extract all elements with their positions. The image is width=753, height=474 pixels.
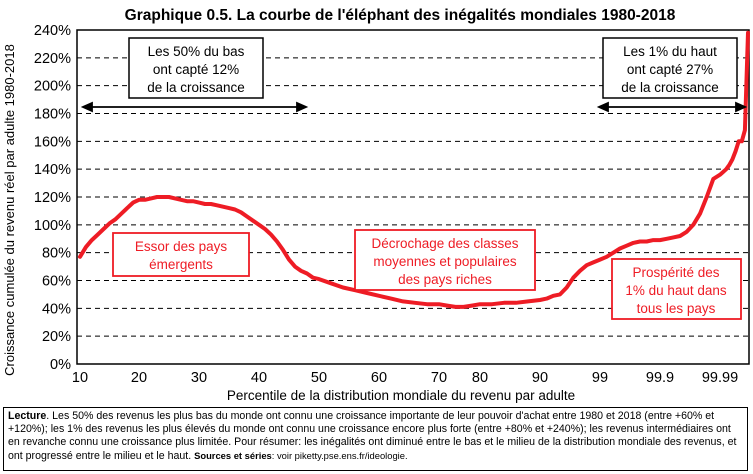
chart-title: Graphique 0.5. La courbe de l'éléphant d… xyxy=(125,7,676,24)
annotation-bottom50: Les 50% du bas ont capté 12% de la crois… xyxy=(128,37,264,99)
y-tick-label: 60% xyxy=(42,274,71,290)
svg-text:tous les pays: tous les pays xyxy=(637,301,716,316)
svg-text:Prospérité des: Prospérité des xyxy=(632,265,719,280)
x-tick-label: 99.9 xyxy=(646,370,674,386)
x-tick-label: 80 xyxy=(472,370,488,386)
svg-text:ont capté 12%: ont capté 12% xyxy=(153,62,239,77)
y-tick-label: 100% xyxy=(34,218,71,234)
y-tick-label: 160% xyxy=(34,134,71,150)
reading-note-lead: Lecture xyxy=(8,410,47,422)
series-line xyxy=(78,30,750,309)
y-tick-label: 180% xyxy=(34,107,71,123)
bottom50-arrow xyxy=(80,101,309,113)
svg-text:Essor des pays: Essor des pays xyxy=(135,239,228,254)
x-tick-label: 30 xyxy=(191,370,207,386)
x-axis-label: Percentile de la distribution mondiale d… xyxy=(227,388,575,403)
svg-text:moyennes et populaires: moyennes et populaires xyxy=(373,254,517,269)
x-tick-label: 90 xyxy=(532,370,548,386)
top1-arrow xyxy=(596,101,748,113)
annotation-middle: Décrochage des classes moyennes et popul… xyxy=(354,229,536,291)
x-tick-label: 10 xyxy=(72,370,88,386)
plot-frame xyxy=(76,29,750,365)
x-tick-label: 60 xyxy=(371,370,387,386)
y-tick-label: 240% xyxy=(34,23,71,39)
y-tick-label: 200% xyxy=(34,79,71,95)
y-tick-label: 140% xyxy=(34,162,71,178)
svg-text:de la croissance: de la croissance xyxy=(621,80,719,95)
y-tick-label: 0% xyxy=(50,357,71,373)
svg-text:de la croissance: de la croissance xyxy=(147,80,245,95)
x-tick-label: 50 xyxy=(311,370,327,386)
annotation-top1: Les 1% du haut ont capté 27% de la crois… xyxy=(602,37,738,99)
y-tick-label: 80% xyxy=(42,246,71,262)
annotation-top: Prospérité des 1% du haut dans tous les … xyxy=(611,258,742,320)
x-tick-label: 40 xyxy=(251,370,267,386)
elephant-curve-chart: Graphique 0.5. La courbe de l'éléphant d… xyxy=(2,7,750,403)
svg-text:Les 50% du bas: Les 50% du bas xyxy=(148,44,245,59)
x-tick-label: 20 xyxy=(131,370,147,386)
x-tick-label: 99.99 xyxy=(702,370,738,386)
annotation-emerging: Essor des pays émergents xyxy=(112,232,250,277)
y-tick-label: 220% xyxy=(34,51,71,67)
reading-note: Lecture. Les 50% des revenus les plus ba… xyxy=(3,407,748,471)
svg-text:Décrochage des classes: Décrochage des classes xyxy=(371,236,518,251)
sources-text: : voir piketty.pse.ens.fr/ideologie. xyxy=(271,450,408,461)
y-tick-label: 40% xyxy=(42,301,71,317)
x-tick-labels: 10 20 30 40 50 60 70 80 90 99 99.9 99.99 xyxy=(72,370,738,386)
y-tick-label: 20% xyxy=(42,329,71,345)
y-tick-label: 120% xyxy=(34,190,71,206)
svg-text:1% du haut dans: 1% du haut dans xyxy=(625,283,727,298)
svg-text:émergents: émergents xyxy=(149,257,213,272)
x-tick-label: 99 xyxy=(592,370,608,386)
svg-text:des pays riches: des pays riches xyxy=(398,272,492,287)
svg-text:Les 1% du haut: Les 1% du haut xyxy=(623,44,717,59)
x-tick-label: 70 xyxy=(431,370,447,386)
y-axis-label: Croissance cumulée du revenu réel par ad… xyxy=(2,44,17,376)
y-tick-labels: 0% 20% 40% 60% 80% 100% 120% 140% 160% 180% 200% 22… xyxy=(34,23,71,373)
reading-note-body: . Les 50% des revenus les plus bas du mo… xyxy=(8,410,737,462)
svg-text:ont capté 27%: ont capté 27% xyxy=(627,62,713,77)
sources-label: Sources et séries xyxy=(194,450,272,461)
